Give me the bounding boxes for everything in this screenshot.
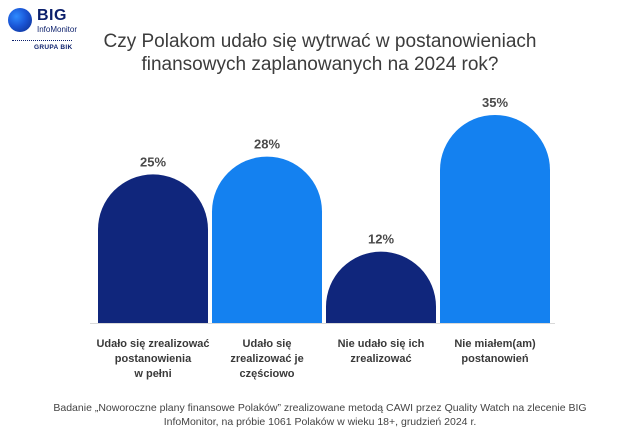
logo-circle-icon <box>8 8 32 32</box>
logo-big-text: BIG <box>37 7 67 24</box>
category-label-1: Udało się zrealizować postanowienia w pełn… <box>96 338 209 380</box>
big-infomonitor-logo: BIG InfoMonitor GRUPA BIK <box>8 6 80 54</box>
value-label-2: 28% <box>254 137 280 152</box>
logo-sub-text: InfoMonitor <box>37 25 78 34</box>
value-label-1: 25% <box>140 154 166 169</box>
chart-title: Czy Polakom udało się wytrwać w postanow… <box>103 31 537 75</box>
bar-1 <box>98 174 208 323</box>
bar-3 <box>326 251 436 323</box>
logo-divider <box>12 40 72 41</box>
bar-4 <box>440 115 550 323</box>
category-label-4: Nie miałem(am) postanowień <box>454 338 536 365</box>
value-label-4: 35% <box>482 95 508 110</box>
footnote: Badanie „Noworoczne plany finansowe Pola… <box>53 402 587 428</box>
bar-2 <box>212 156 322 323</box>
value-label-3: 12% <box>368 232 394 247</box>
category-label-3: Nie udało się ich zrealizować <box>338 338 425 365</box>
logo-grupa-text: GRUPA BIK <box>34 44 73 51</box>
category-label-2: Udało się zrealizować je częściowo <box>230 338 303 380</box>
